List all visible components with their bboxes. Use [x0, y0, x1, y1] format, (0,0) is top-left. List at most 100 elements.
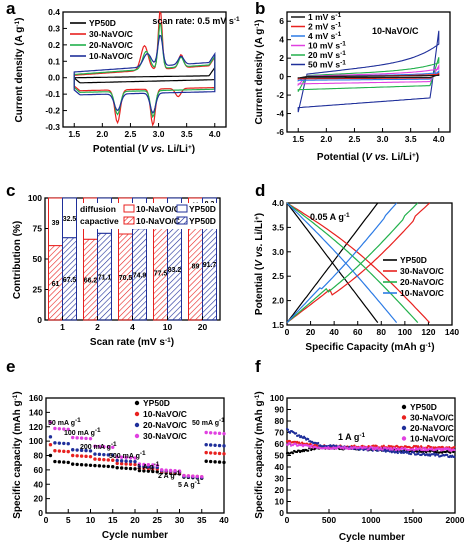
- x-axis-label: 2.0: [96, 129, 108, 139]
- y-axis-label: 10: [275, 497, 285, 507]
- y-axis-label: 4: [279, 35, 284, 45]
- cycle-point-10-NaVO/C: [381, 448, 384, 451]
- rate-point-10-NaVO/C: [57, 449, 62, 453]
- rate-point-20-NaVO/C: [217, 443, 222, 448]
- y-axis-label: -0.2: [45, 106, 60, 116]
- cycle-point-10-NaVO/C: [288, 442, 292, 445]
- cycle-point-20-NaVO/C: [317, 441, 320, 445]
- y-axis-label: 60: [275, 439, 285, 449]
- rate-point-20-NaVO/C: [124, 459, 128, 463]
- rate-point-YP50D: [142, 469, 146, 473]
- rate-point-10-NaVO/C: [217, 451, 222, 456]
- rate-point-20-NaVO/C: [111, 453, 115, 457]
- rate-point-30-NaVO/C: [146, 463, 151, 467]
- x-axis-label: 0: [285, 327, 290, 337]
- x-axis-label: 100: [398, 327, 412, 337]
- legend-bg: [78, 203, 218, 229]
- rate-point-30-NaVO/C: [57, 427, 62, 431]
- legend-label: 20-NaVO/C: [143, 420, 187, 430]
- cycle-point-10-NaVO/C: [309, 446, 312, 449]
- rate-point-30-NaVO/C: [128, 456, 133, 460]
- current-annotation: 1 A g-1: [338, 432, 366, 443]
- legend-marker: [401, 425, 407, 431]
- sample-annotation: 10-NaVO/C: [372, 26, 419, 36]
- rate-point-10-NaVO/C: [111, 458, 115, 462]
- rate-point-30-NaVO/C: [182, 473, 186, 478]
- rate-point-20-NaVO/C: [119, 459, 124, 463]
- label-diffusion-blue: 32.5: [63, 216, 77, 223]
- x-axis-label: 20: [130, 515, 140, 525]
- x-axis-label: 500: [322, 515, 336, 525]
- legend-label: 4 mV s-1: [308, 31, 342, 42]
- label-capacitive-red: 66.2: [84, 278, 98, 285]
- rate-point-YP50D: [106, 464, 111, 469]
- rate-point-YP50D: [75, 462, 79, 467]
- rate-point-20-NaVO/C: [222, 444, 226, 448]
- x-axis-label: 80: [377, 327, 387, 337]
- x-axis-label: 4.0: [209, 129, 221, 139]
- y-axis-label: 100: [28, 193, 42, 203]
- x-axis-label: 60: [353, 327, 363, 337]
- panel-letter: e: [6, 357, 15, 376]
- rate-point-10-NaVO/C: [88, 454, 93, 459]
- rate-point-20-NaVO/C: [48, 435, 53, 439]
- x-axis-title: Potential (V vs. Li/Li+): [317, 152, 419, 164]
- cycle-point-20-NaVO/C: [286, 428, 290, 431]
- legend-label: 20-NaVO/C: [400, 277, 444, 287]
- rate-point-10-NaVO/C: [213, 451, 217, 455]
- y-axis-label: 3.5: [272, 222, 284, 232]
- rate-point-YP50D: [79, 463, 84, 467]
- rate-point-YP50D: [111, 465, 115, 469]
- legend-label: YP50D: [189, 216, 216, 226]
- x-axis-label: 2.0: [320, 134, 332, 144]
- legend-label: YP50D: [189, 204, 216, 214]
- rate-point-10-NaVO/C: [119, 461, 124, 466]
- x-axis-label: 15: [108, 515, 118, 525]
- rate-point-20-NaVO/C: [213, 443, 217, 447]
- plot-frame: [62, 11, 227, 128]
- legend-label: 20 mV s-1: [308, 50, 346, 61]
- cv-loop-1mVs-1: [297, 74, 440, 79]
- legend-label: YP50D: [143, 398, 170, 408]
- cv-curve-10-NaVO/C: [73, 34, 216, 114]
- rate-point-30-NaVO/C: [160, 468, 164, 472]
- rate-annotation: 1 A g-1: [137, 461, 160, 472]
- cycle-point-20-NaVO/C: [401, 450, 404, 453]
- rate-point-30-NaVO/C: [137, 462, 142, 466]
- legend-label: 10-NaVO/C: [410, 434, 454, 444]
- rate-point-10-NaVO/C: [106, 458, 111, 462]
- rate-point-YP50D: [84, 463, 88, 467]
- legend-label: 10-NaVO/C: [136, 216, 180, 226]
- rate-point-20-NaVO/C: [88, 449, 93, 453]
- cycle-point-10-NaVO/C: [391, 448, 394, 451]
- rate-point-30-NaVO/C: [204, 430, 208, 435]
- y-axis-title: Specific capacity (mAh g-1): [254, 391, 266, 519]
- cycle-point-YP50D: [307, 449, 310, 452]
- cycle-point-10-NaVO/C: [453, 449, 456, 452]
- rate-point-20-NaVO/C: [133, 459, 137, 464]
- discharge-curve-YP50D: [286, 202, 379, 323]
- cycle-point-10-NaVO/C: [449, 447, 452, 451]
- rate-point-30-NaVO/C: [111, 445, 115, 450]
- rate-point-YP50D: [146, 469, 151, 473]
- rate-point-10-NaVO/C: [128, 462, 133, 466]
- rate-point-20-NaVO/C: [115, 458, 119, 463]
- cycle-point-10-NaVO/C: [413, 448, 417, 451]
- rate-point-YP50D: [151, 469, 155, 474]
- x-axis-label: 4: [130, 322, 135, 332]
- charge-curve-10-NaVO/C: [286, 202, 398, 324]
- plot-frame: [286, 11, 451, 133]
- legend-label: 20-NaVO/C: [89, 40, 133, 50]
- cv-loop-50mVs-1: [297, 30, 440, 113]
- rate-point-10-NaVO/C: [208, 451, 213, 455]
- y-axis-label: 3.0: [272, 247, 284, 257]
- legend-label: 2 mV s-1: [308, 21, 342, 32]
- x-axis-label: 20: [198, 322, 208, 332]
- x-axis-label: 2.5: [349, 134, 361, 144]
- legend-swatch: [176, 216, 188, 225]
- rate-point-30-NaVO/C: [119, 455, 124, 459]
- rate-point-30-NaVO/C: [75, 436, 79, 440]
- cycle-point-30-NaVO/C: [453, 445, 456, 449]
- legend-marker: [401, 436, 407, 441]
- cycle-point-20-NaVO/C: [406, 450, 410, 453]
